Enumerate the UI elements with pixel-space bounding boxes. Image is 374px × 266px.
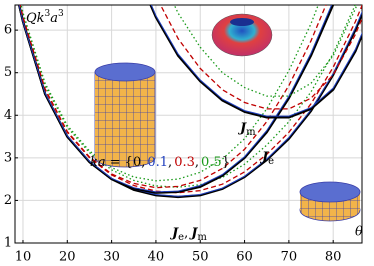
plot-frame bbox=[14, 4, 363, 244]
legend-entry: 0.3 bbox=[174, 155, 195, 170]
legend-close: } bbox=[222, 155, 230, 170]
label-sub: e bbox=[268, 156, 274, 167]
y-label-sup: 3 bbox=[45, 9, 51, 19]
label-sub: e bbox=[178, 232, 184, 243]
y-tick-label: 4 bbox=[4, 108, 12, 123]
legend-open: { bbox=[125, 155, 133, 170]
y-tick-label: 6 bbox=[4, 23, 12, 38]
flat-cylinder bbox=[299, 181, 361, 222]
x-tick-label: 70 bbox=[281, 250, 298, 265]
legend-sep: , bbox=[168, 155, 172, 170]
label-symbol: J bbox=[188, 226, 198, 241]
curve-label: Je bbox=[259, 150, 274, 167]
label-sep: , bbox=[184, 226, 188, 241]
curve bbox=[150, 5, 362, 117]
x-tick-label: 50 bbox=[192, 250, 209, 265]
x-tick-label: 20 bbox=[59, 250, 76, 265]
label-symbol: J bbox=[237, 121, 247, 136]
curve bbox=[19, 5, 327, 189]
y-tick-label: 1 bbox=[4, 236, 12, 251]
curve-label: Jm bbox=[237, 121, 256, 138]
legend-sep: , bbox=[195, 155, 199, 170]
tall-cylinder bbox=[94, 62, 156, 168]
y-tick-label: 3 bbox=[4, 150, 12, 165]
legend: ka = {0, 0.1, 0.3, 0.5} bbox=[90, 155, 230, 170]
curve bbox=[20, 5, 319, 182]
y-label-part: a bbox=[50, 11, 58, 26]
x-tick-label: 80 bbox=[325, 250, 342, 265]
legend-label: ka = bbox=[90, 155, 121, 170]
curve bbox=[18, 5, 333, 193]
x-tick-label: 10 bbox=[15, 250, 32, 265]
label-sub: m bbox=[246, 127, 256, 138]
y-label-sup: 3 bbox=[58, 9, 64, 19]
curve-label: Je, Jm bbox=[169, 226, 207, 243]
y-axis-label: Qk3a3 bbox=[26, 9, 64, 26]
x-tick-label: 30 bbox=[103, 250, 120, 265]
legend-sep: , bbox=[141, 155, 145, 170]
x-tick-label: 60 bbox=[236, 250, 253, 265]
legend-entry: 0.1 bbox=[147, 155, 168, 170]
legend-entry: 0 bbox=[133, 155, 141, 170]
curve bbox=[173, 5, 358, 97]
legend-entry: 0.5 bbox=[201, 155, 222, 170]
label-symbol: J bbox=[169, 226, 179, 241]
y-label-part: Qk bbox=[26, 11, 45, 26]
curve bbox=[149, 5, 362, 119]
curve bbox=[20, 5, 356, 188]
x-tick-label: 40 bbox=[148, 250, 165, 265]
curve bbox=[159, 5, 362, 110]
y-tick-label: 2 bbox=[4, 193, 12, 208]
torus bbox=[211, 13, 273, 57]
label-symbol: J bbox=[259, 150, 269, 165]
y-tick-label: 5 bbox=[4, 65, 12, 80]
x-axis-label: θ bbox=[355, 225, 363, 240]
label-sub: m bbox=[197, 232, 207, 243]
